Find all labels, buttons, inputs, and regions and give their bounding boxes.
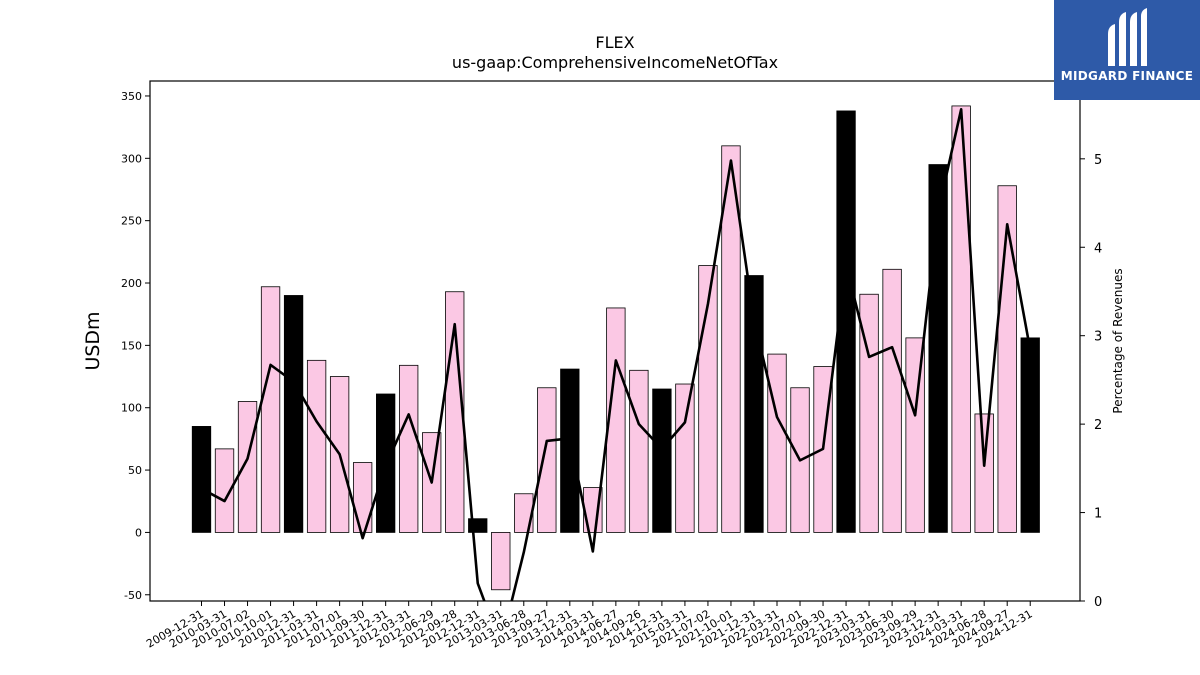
y-tick-label: 300 bbox=[121, 152, 142, 165]
bar bbox=[399, 364, 419, 533]
bar bbox=[836, 110, 856, 533]
y2-tick-label: 3 bbox=[1094, 330, 1102, 345]
bar bbox=[560, 368, 580, 533]
bar bbox=[675, 383, 695, 533]
y2-tick-label: 1 bbox=[1094, 507, 1102, 522]
bars-group bbox=[191, 105, 1040, 591]
y-tick-label: 150 bbox=[121, 339, 142, 352]
bar bbox=[882, 268, 902, 533]
logo-mark-icon bbox=[1108, 8, 1147, 66]
bar bbox=[951, 105, 971, 533]
y-tick-label: 0 bbox=[135, 526, 142, 539]
bar bbox=[191, 426, 212, 533]
bar bbox=[721, 145, 741, 533]
bar bbox=[629, 369, 649, 533]
y-axis-label: USDm bbox=[82, 311, 104, 370]
chart-subtitle: us-gaap:ComprehensiveIncomeNetOfTax bbox=[452, 53, 778, 72]
y2-tick-label: 2 bbox=[1094, 418, 1102, 433]
bar bbox=[1020, 337, 1040, 533]
y-tick-label: 200 bbox=[121, 277, 142, 290]
y-tick-label: 350 bbox=[121, 90, 142, 103]
y2-tick-label: 5 bbox=[1094, 153, 1102, 168]
y-tick-label: 100 bbox=[121, 402, 142, 415]
bar bbox=[283, 295, 304, 533]
brand-logo: MIDGARD FINANCE bbox=[1054, 0, 1200, 100]
y2-tick-label: 4 bbox=[1094, 241, 1102, 256]
y-tick-label: 250 bbox=[121, 215, 142, 228]
series-line bbox=[200, 108, 1032, 601]
bar bbox=[974, 413, 994, 533]
bar bbox=[905, 337, 925, 533]
bar bbox=[767, 353, 787, 533]
y2-axis-label: Percentage of Revenues bbox=[1111, 268, 1125, 413]
bar bbox=[652, 388, 672, 533]
y2-tick-label: 0 bbox=[1094, 595, 1102, 610]
y-tick-label: 50 bbox=[128, 464, 142, 477]
bar bbox=[491, 532, 511, 591]
brand-name: MIDGARD FINANCE bbox=[1060, 69, 1194, 83]
axes-group: -500501001502002503003500123452009-12-31… bbox=[121, 80, 1102, 651]
bar bbox=[260, 286, 281, 533]
bar bbox=[352, 462, 373, 533]
bar bbox=[237, 401, 258, 533]
bar bbox=[537, 387, 557, 533]
line-group bbox=[200, 108, 1032, 601]
bar bbox=[606, 307, 626, 533]
chart-title: FLEX bbox=[595, 33, 634, 52]
bar bbox=[306, 359, 327, 533]
bar bbox=[214, 448, 235, 533]
plot-frame bbox=[149, 80, 1081, 602]
y-tick-label: -50 bbox=[124, 589, 142, 602]
